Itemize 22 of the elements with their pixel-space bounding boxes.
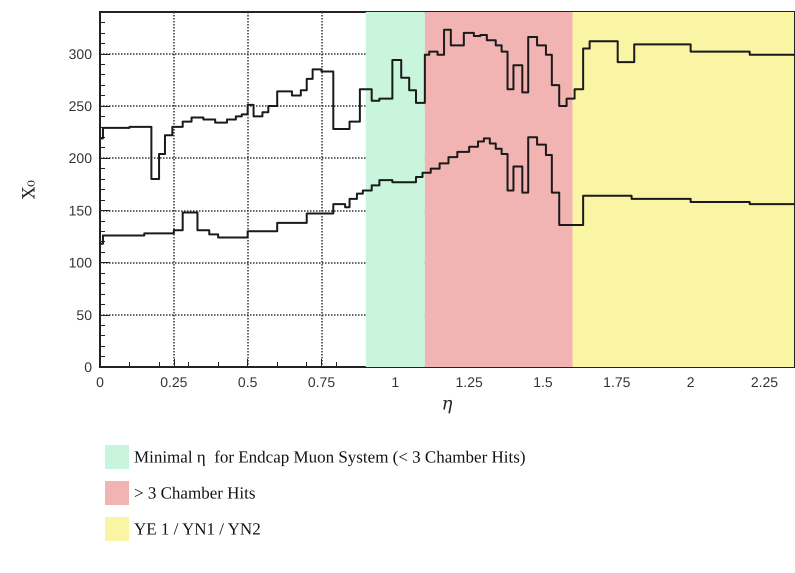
x-tick-label: 2 [686,374,695,390]
x-tick-label: 1.75 [603,374,631,390]
legend-label: Minimal η for Endcap Muon System (< 3 Chamber Hits) [134,448,526,466]
legend-label: > 3 Chamber Hits [134,484,256,502]
x-tick-label: 0 [96,374,104,390]
x-tick-label: 0.5 [238,374,258,390]
y-tick-label: 100 [68,254,92,271]
y-tick-label: 150 [68,202,92,218]
x-tick-label: 1.25 [456,374,483,390]
y-tick-label: 0 [84,359,92,375]
y-tick-label: 200 [68,150,92,166]
x-tick-label: 0.25 [160,374,188,390]
y-tick-label: 300 [68,46,92,62]
legend-label: YE 1 / YN1 / YN2 [134,520,261,538]
y-tick-label: 250 [68,98,92,114]
x-tick-label: 1 [391,374,400,390]
y-tick-label: 50 [76,306,92,323]
x-axis-title: η [442,394,453,414]
x-tick-label: 1.5 [533,374,553,390]
y-axis-title: X₀ [20,180,40,199]
x-tick-label: 0.75 [308,374,336,390]
x-tick-label: 2.25 [750,374,778,390]
